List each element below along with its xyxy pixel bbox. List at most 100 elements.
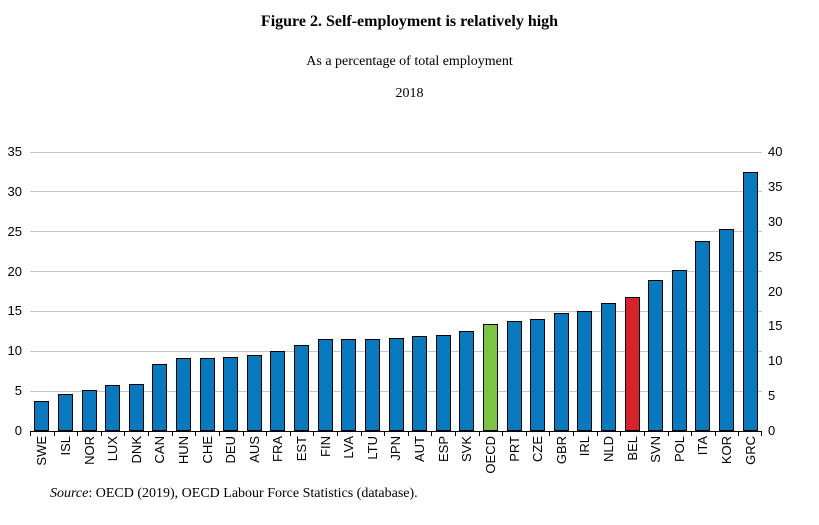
- y-axis-left: 0 5 10 15 20 25 30 35: [0, 144, 26, 438]
- bar-jpn: [388, 337, 404, 431]
- gridline-20: [30, 271, 762, 273]
- source-note: Source: OECD (2019), OECD Labour Force S…: [50, 486, 418, 502]
- x-tick: [336, 431, 338, 436]
- x-tick: [525, 431, 527, 436]
- bar-grc: [742, 171, 758, 431]
- y-left-label-0: 0: [14, 423, 22, 438]
- x-tick: [124, 431, 126, 436]
- x-label-can: CAN: [148, 436, 172, 484]
- bar-pol: [671, 269, 687, 431]
- figure-title: Figure 2. Self-employment is relatively …: [260, 13, 559, 30]
- x-label-kor: KOR: [715, 436, 739, 484]
- x-tick: [714, 431, 716, 436]
- y-right-label-30: 30: [768, 213, 783, 229]
- x-label-text: HUN: [175, 436, 191, 465]
- x-tick: [667, 431, 669, 436]
- x-label-text: AUS: [246, 436, 262, 463]
- x-tick: [761, 431, 762, 436]
- y-right-label-10: 10: [768, 353, 783, 369]
- source-label: Source: [50, 486, 89, 501]
- x-label-bel: BEL: [620, 436, 644, 484]
- x-label-text: IRL: [577, 436, 593, 457]
- x-tick: [313, 431, 315, 436]
- x-label-ltu: LTU: [361, 436, 385, 484]
- x-label-text: SVK: [459, 436, 475, 463]
- x-label-cze: CZE: [526, 436, 550, 484]
- bar-esp: [435, 334, 451, 431]
- x-label-aus: AUS: [243, 436, 267, 484]
- x-label-text: ISL: [57, 436, 73, 456]
- x-label-oecd: OECD: [479, 436, 503, 484]
- x-tick: [100, 431, 102, 436]
- x-tick: [30, 431, 31, 436]
- bar-gbr: [553, 313, 569, 431]
- x-label-text: SWE: [34, 436, 50, 466]
- x-tick: [478, 431, 480, 436]
- bar-est: [294, 344, 310, 431]
- y-left-label-30: 30: [7, 183, 22, 199]
- bar-lux: [105, 384, 121, 431]
- x-label-text: NOR: [81, 436, 97, 465]
- x-tick: [171, 431, 173, 436]
- x-label-text: LUX: [105, 436, 121, 462]
- x-label-swe: SWE: [30, 436, 54, 484]
- x-label-pol: POL: [668, 436, 692, 484]
- x-tick: [596, 431, 598, 436]
- x-label-dnk: DNK: [124, 436, 148, 484]
- x-label-grc: GRC: [738, 436, 762, 484]
- x-label-text: CZE: [530, 436, 546, 462]
- y-left-label-10: 10: [7, 343, 22, 359]
- bar-svn: [648, 280, 664, 431]
- x-label-text: NLD: [601, 436, 616, 463]
- x-label-prt: PRT: [502, 436, 526, 484]
- x-tick: [691, 431, 693, 436]
- x-tick: [242, 431, 244, 436]
- y-right-label-5: 5: [768, 388, 776, 404]
- y-right-label-20: 20: [768, 283, 783, 299]
- x-tick: [407, 431, 409, 436]
- y-left-label-20: 20: [7, 263, 22, 279]
- x-label-jpn: JPN: [384, 436, 408, 484]
- x-tick: [643, 431, 645, 436]
- bar-kor: [719, 228, 735, 431]
- figure-subtitle: As a percentage of total employment: [306, 54, 513, 69]
- x-tick: [266, 431, 268, 436]
- plot-area: [30, 151, 762, 436]
- x-tick: [455, 431, 457, 436]
- bar-deu: [223, 356, 239, 431]
- y-right-label-40: 40: [768, 144, 783, 159]
- y-axis-right: 0 5 10 15 20 25 30 35 40: [768, 144, 808, 438]
- x-label-text: SVN: [648, 436, 664, 463]
- gridline-25: [30, 231, 762, 233]
- bar-fra: [270, 350, 286, 431]
- bar-prt: [506, 321, 522, 431]
- x-tick: [549, 431, 551, 436]
- x-label-text: BEL: [624, 436, 640, 461]
- x-label-gbr: GBR: [549, 436, 573, 484]
- x-axis-line: [30, 430, 762, 432]
- x-label-lva: LVA: [337, 436, 361, 484]
- x-tick: [148, 431, 150, 436]
- bar-fin: [317, 339, 333, 431]
- bar-ita: [695, 241, 711, 431]
- source-text: : OECD (2019), OECD Labour Force Statist…: [88, 486, 418, 501]
- x-label-text: GRC: [742, 436, 758, 465]
- x-label-text: FIN: [317, 436, 333, 457]
- x-label-che: CHE: [195, 436, 219, 484]
- x-tick: [360, 431, 362, 436]
- y-right-label-15: 15: [768, 318, 783, 334]
- x-label-lux: LUX: [101, 436, 125, 484]
- bar-bel: [624, 297, 640, 431]
- y-right-label-35: 35: [768, 178, 783, 194]
- x-label-text: GBR: [553, 436, 569, 465]
- x-label-text: ESP: [435, 436, 451, 463]
- y-left-label-5: 5: [14, 383, 22, 399]
- x-label-text: KOR: [719, 436, 735, 465]
- y-left-label-35: 35: [7, 144, 22, 159]
- bar-dnk: [128, 383, 144, 431]
- x-label-text: FRA: [270, 436, 286, 462]
- x-label-esp: ESP: [431, 436, 455, 484]
- bar-isl: [57, 394, 73, 431]
- x-label-nld: NLD: [597, 436, 621, 484]
- bar-nor: [81, 389, 97, 431]
